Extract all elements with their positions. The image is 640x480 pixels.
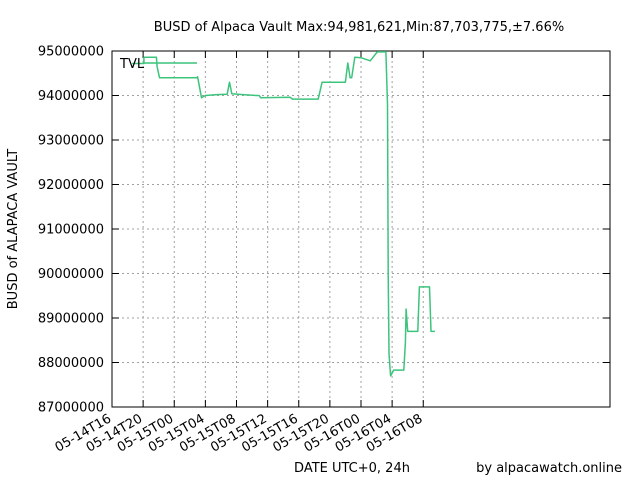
gridlines (111, 50, 610, 408)
y-tick-label: 87000000 (38, 401, 104, 416)
y-tick-label: 88000000 (38, 356, 104, 371)
x-axis-label: DATE UTC+0, 24h (294, 461, 410, 476)
series-line-tvl (132, 51, 435, 377)
legend-label: TVL (119, 57, 145, 72)
y-tick-label: 92000000 (38, 178, 104, 193)
y-axis-label: BUSD of ALAPACA VAULT (6, 149, 21, 310)
y-tick-label: 94000000 (38, 89, 104, 104)
credit-text: by alpacawatch.online (476, 461, 622, 476)
chart-title: BUSD of Alpaca Vault Max:94,981,621,Min:… (154, 20, 564, 35)
y-axis-ticks: 87000000 88000000 89000000 90000000 91000000… (38, 45, 610, 416)
y-tick-label: 90000000 (38, 267, 104, 282)
y-tick-label: 89000000 (38, 312, 104, 327)
y-tick-label: 95000000 (38, 45, 104, 60)
x-axis-ticks: 05-14T1605-14T2005-15T0005-15T0405-15T08… (53, 51, 425, 456)
plot-frame (111, 50, 611, 408)
y-tick-label: 93000000 (38, 134, 104, 149)
y-tick-label: 91000000 (38, 223, 104, 238)
